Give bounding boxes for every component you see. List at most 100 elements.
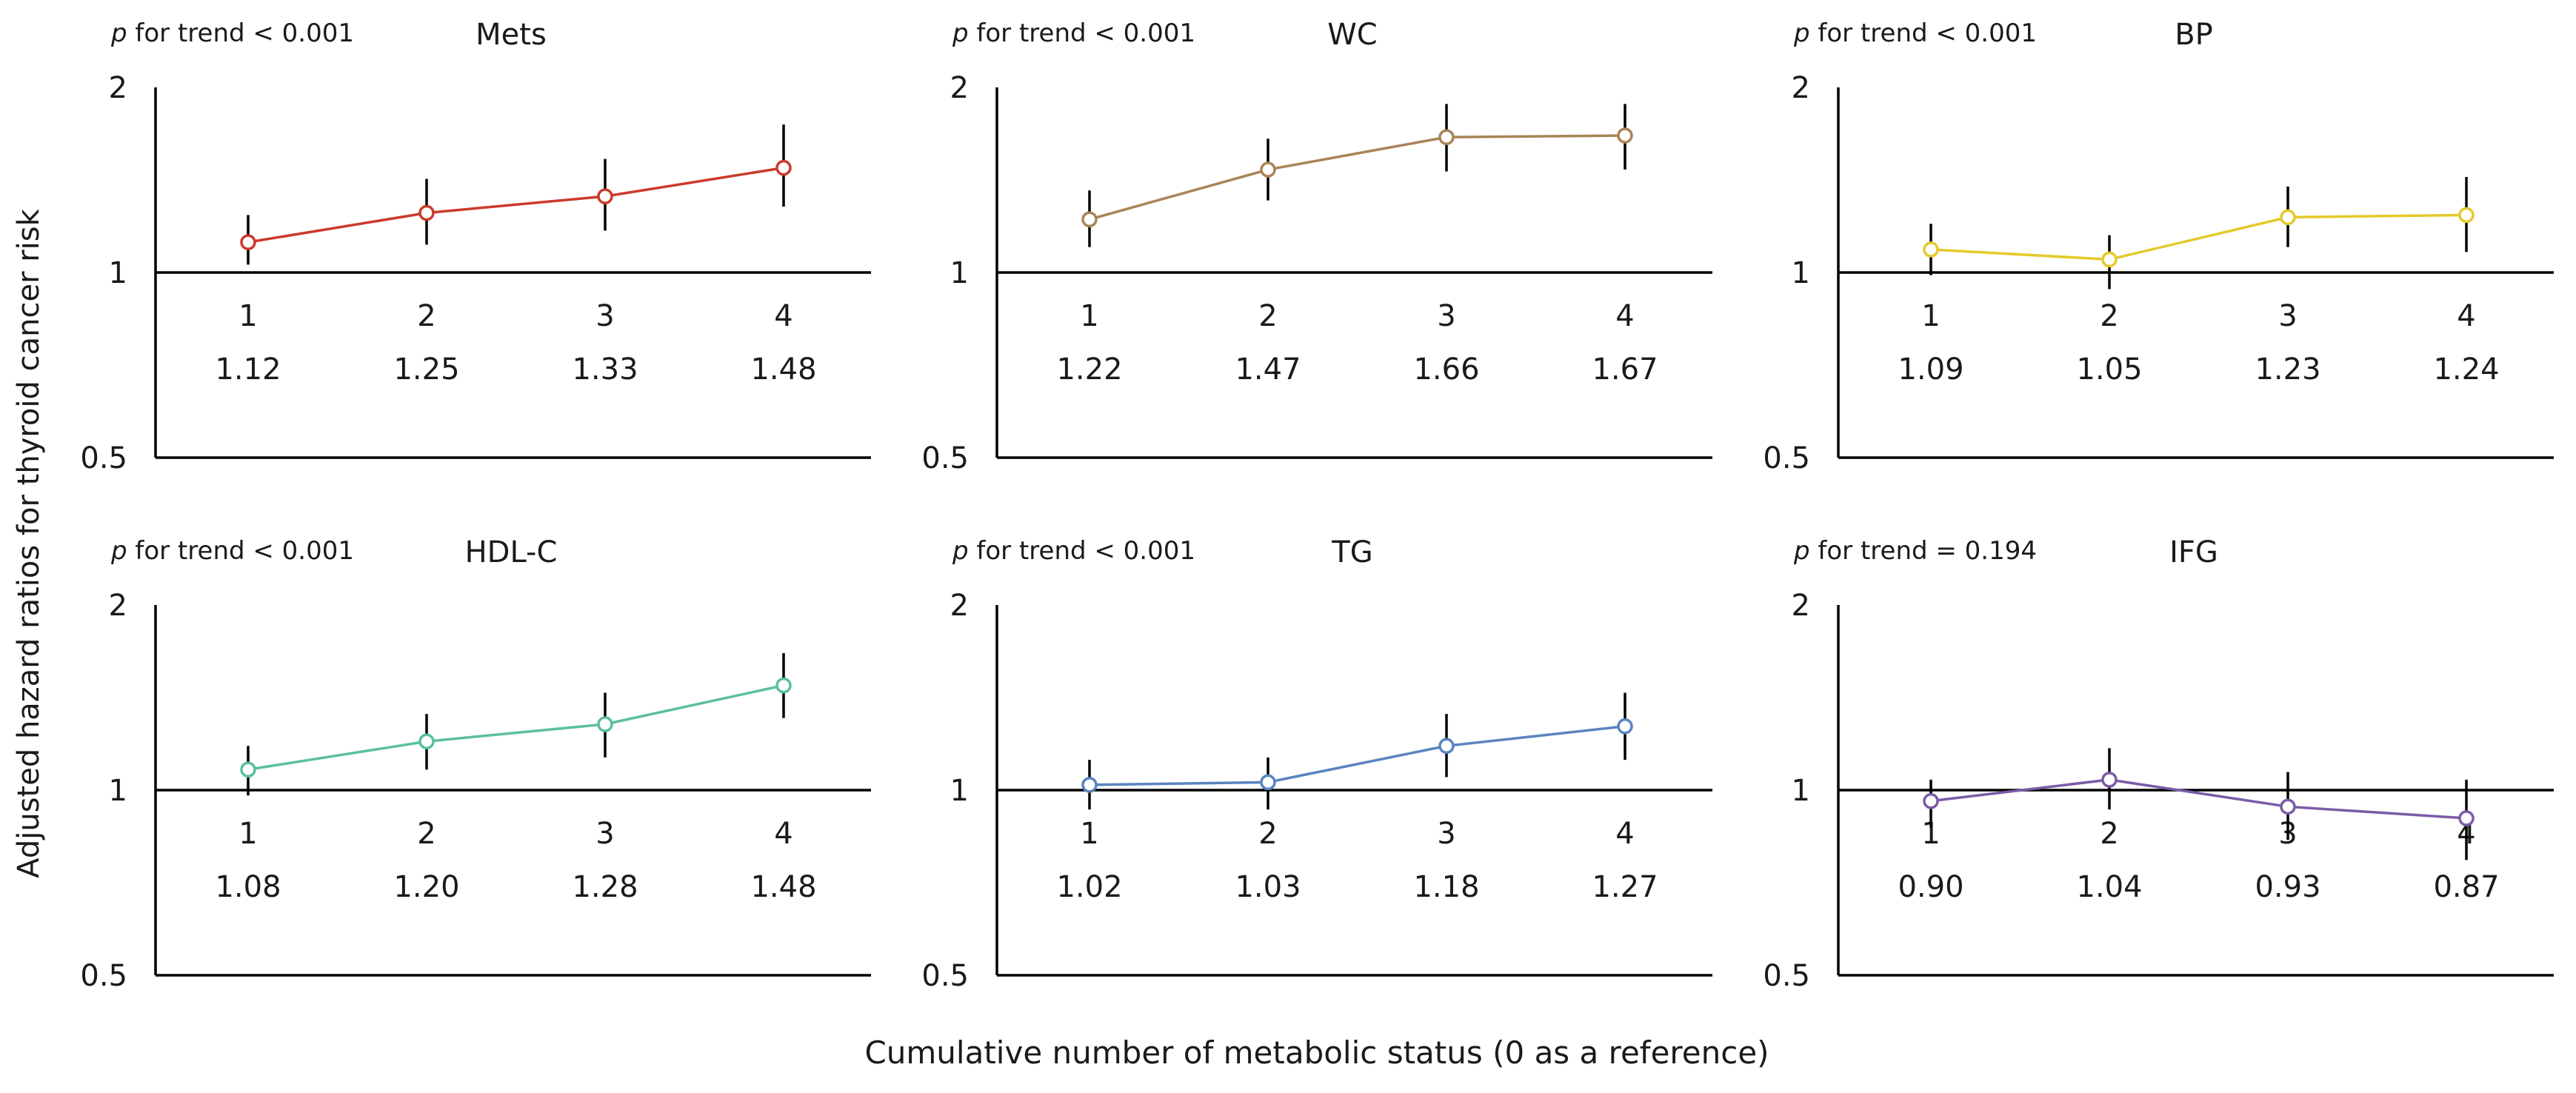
x-tick-label: 4 <box>1615 299 1634 333</box>
value-label: 1.04 <box>2076 870 2142 904</box>
value-label: 1.25 <box>393 352 459 387</box>
data-point <box>1617 127 1633 144</box>
value-label: 0.90 <box>1898 870 1963 904</box>
x-tick-label: 4 <box>1615 817 1634 851</box>
y-tick-label: 2 <box>950 589 969 623</box>
data-point <box>597 188 613 204</box>
panel-title: HDL-C <box>465 535 558 569</box>
value-label: 1.12 <box>215 352 281 387</box>
x-tick-label: 2 <box>1258 299 1277 333</box>
data-point <box>1260 774 1276 791</box>
series-line <box>1089 134 1626 221</box>
data-point <box>597 716 613 732</box>
trend-value: for trend < 0.001 <box>969 19 1195 48</box>
trend-value: for trend < 0.001 <box>127 19 354 48</box>
panel-title: TG <box>1331 535 1372 569</box>
y-tick-label: 2 <box>1792 71 1810 105</box>
x-tick-label: 1 <box>1080 817 1098 851</box>
trend-p-symbol: p <box>1793 536 1810 566</box>
value-label: 1.47 <box>1235 352 1301 387</box>
value-label: 1.67 <box>1592 352 1658 387</box>
panel-hdl-c: p for trend < 0.001 HDL-C 0.5 1 2 1 1.08 2 1.20 3… <box>80 535 871 993</box>
y-tick-label: 1 <box>1792 256 1810 290</box>
trend-value: for trend < 0.001 <box>969 536 1195 566</box>
x-tick-label: 4 <box>774 817 793 851</box>
data-point <box>775 159 792 176</box>
trend-p-symbol: p <box>110 19 127 48</box>
value-label: 1.08 <box>215 870 281 904</box>
panel-title: WC <box>1327 18 1377 52</box>
data-point <box>418 204 435 221</box>
series-line <box>247 166 784 244</box>
y-tick-label: 2 <box>109 589 127 623</box>
data-point <box>240 234 256 250</box>
value-label: 1.20 <box>393 870 459 904</box>
value-label: 1.27 <box>1592 870 1658 904</box>
data-point <box>418 733 435 749</box>
data-point <box>1260 161 1276 178</box>
data-point <box>1438 738 1455 755</box>
x-tick-label: 3 <box>1437 817 1455 851</box>
trend-text: p for trend = 0.194 <box>1793 536 2037 566</box>
y-tick-label: 1 <box>109 256 127 290</box>
x-tick-label: 3 <box>595 299 614 333</box>
trend-value: for trend < 0.001 <box>127 536 354 566</box>
y-tick-label: 1 <box>950 774 969 808</box>
value-label: 1.09 <box>1898 352 1963 387</box>
panel-mets: p for trend < 0.001 Mets 0.5 1 2 1 1.12 2 1.25 3 1… <box>80 18 871 475</box>
x-tick-label: 2 <box>1258 817 1277 851</box>
y-tick-label: 0.5 <box>80 441 127 475</box>
panel-bp: p for trend < 0.001 BP 0.5 1 2 1 1.09 2 1.05 3 1.2… <box>1763 18 2554 475</box>
data-point <box>1081 211 1098 228</box>
data-point <box>2101 251 2118 268</box>
y-tick-label: 0.5 <box>921 441 969 475</box>
value-label: 1.22 <box>1056 352 1122 387</box>
x-tick-label: 2 <box>417 817 436 851</box>
value-label: 1.23 <box>2255 352 2320 387</box>
value-label: 1.03 <box>1235 870 1301 904</box>
value-label: 1.28 <box>572 870 638 904</box>
data-point <box>1081 777 1098 793</box>
y-tick-label: 0.5 <box>921 959 969 993</box>
data-point <box>1438 129 1455 145</box>
trend-text: p for trend < 0.001 <box>952 19 1195 48</box>
x-tick-label: 4 <box>774 299 793 333</box>
value-label: 0.87 <box>2433 870 2499 904</box>
panels-grid: p for trend < 0.001 Mets 0.5 1 2 1 1.12 2 1.25 3 1… <box>80 18 2554 993</box>
series-line <box>247 683 784 771</box>
trend-p-symbol: p <box>952 19 969 48</box>
figure-y-axis-label: Adjusted hazard ratios for thyroid cance… <box>12 208 46 878</box>
value-label: 1.33 <box>572 352 638 387</box>
x-tick-label: 1 <box>1921 299 1940 333</box>
y-tick-label: 1 <box>1792 774 1810 808</box>
trend-p-symbol: p <box>1793 19 1810 48</box>
data-point <box>240 761 256 778</box>
x-tick-label: 3 <box>595 817 614 851</box>
y-tick-label: 0.5 <box>1763 441 1810 475</box>
trend-text: p for trend < 0.001 <box>1793 19 2037 48</box>
panel-title: IFG <box>2169 535 2218 569</box>
x-tick-label: 2 <box>2100 299 2118 333</box>
y-tick-label: 0.5 <box>80 959 127 993</box>
y-tick-label: 2 <box>950 71 969 105</box>
x-tick-label: 2 <box>2100 817 2118 851</box>
value-label: 0.93 <box>2255 870 2320 904</box>
y-tick-label: 1 <box>109 774 127 808</box>
figure-x-axis-label: Cumulative number of metabolic status (0… <box>864 1034 1769 1071</box>
value-label: 1.02 <box>1056 870 1122 904</box>
x-tick-label: 3 <box>1437 299 1455 333</box>
y-tick-label: 2 <box>1792 589 1810 623</box>
x-tick-label: 4 <box>2457 299 2475 333</box>
panel-tg: p for trend < 0.001 TG 0.5 1 2 1 1.02 2 1.03 3 1.1… <box>921 535 1712 993</box>
data-point <box>1923 792 1939 809</box>
data-point <box>775 677 792 694</box>
data-point <box>1617 718 1633 735</box>
panel-wc: p for trend < 0.001 WC 0.5 1 2 1 1.22 2 1.47 3 1.6… <box>921 18 1712 475</box>
trend-text: p for trend < 0.001 <box>952 536 1195 566</box>
trend-value: for trend < 0.001 <box>1810 19 2037 48</box>
x-tick-label: 1 <box>238 299 257 333</box>
x-tick-label: 1 <box>1080 299 1098 333</box>
data-point <box>2280 209 2296 226</box>
series-line <box>1930 778 2467 820</box>
